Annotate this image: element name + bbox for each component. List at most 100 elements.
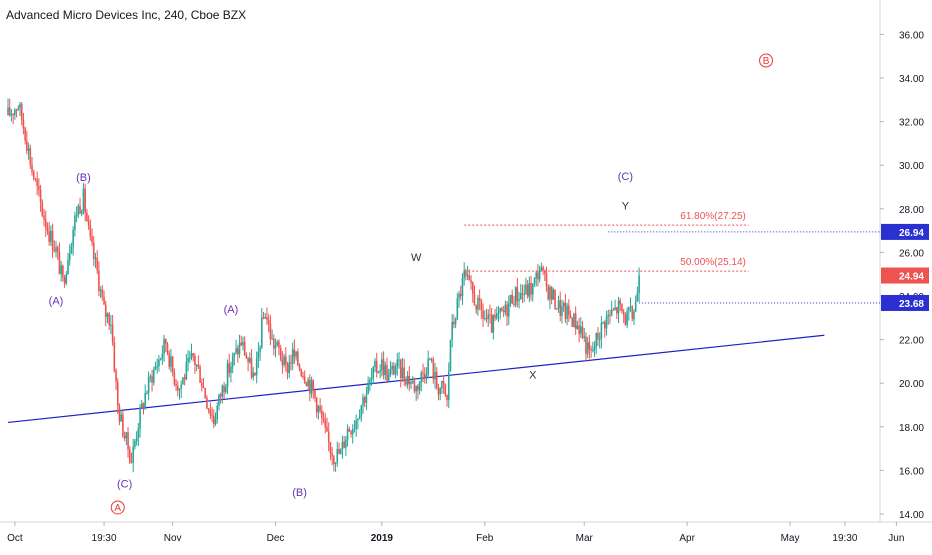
candle-body: [634, 301, 637, 312]
candle-body: [396, 359, 399, 367]
trendline-layer: [7, 334, 825, 424]
candle-body: [152, 369, 155, 383]
candle-body: [206, 397, 208, 409]
candle-body: [219, 394, 222, 397]
candle-body: [350, 431, 352, 435]
candle-body: [39, 189, 42, 203]
candle-body: [485, 318, 488, 320]
candle-body: [127, 432, 129, 450]
candle-body: [604, 322, 606, 329]
candle-body: [473, 293, 476, 306]
candle-body: [461, 278, 464, 297]
candle-body: [266, 317, 268, 320]
candle-body: [391, 365, 393, 370]
candle-body: [48, 231, 50, 242]
candle-body: [32, 171, 35, 179]
candle-body: [123, 436, 126, 439]
candle-body: [386, 365, 388, 381]
candle-body: [151, 376, 153, 383]
candle-body: [446, 395, 448, 401]
candle-body: [267, 319, 270, 324]
candle-body: [470, 280, 472, 283]
candle-body: [523, 293, 526, 295]
candle-body: [602, 322, 604, 324]
candle-body: [135, 437, 138, 442]
candle-body: [178, 388, 181, 391]
y-tick-label: 26.00: [899, 248, 924, 259]
candle-body: [226, 363, 229, 388]
candle-body: [495, 313, 498, 319]
candle-body: [595, 332, 598, 347]
candle-body: [122, 414, 124, 437]
wave-label-circle: [110, 500, 125, 515]
candle-body: [447, 371, 450, 401]
candle-body: [605, 316, 608, 329]
candle-body: [600, 322, 603, 339]
candle-body: [430, 359, 433, 361]
candle-body: [343, 441, 345, 448]
candle-body: [334, 462, 337, 465]
candle-body: [543, 270, 546, 274]
candle-body: [38, 186, 40, 190]
candle-body: [489, 314, 491, 316]
candle-body: [218, 394, 220, 406]
y-tick-label: 32.00: [899, 118, 924, 129]
candle-body: [192, 353, 195, 356]
candle-body: [86, 212, 88, 222]
candle-body: [394, 366, 397, 375]
candle-body: [255, 358, 258, 376]
candle-body: [245, 355, 248, 359]
candle-body: [110, 324, 112, 326]
price-level-badge: [881, 294, 929, 311]
candle-body: [410, 382, 412, 385]
candle-body: [561, 305, 563, 316]
candle-body: [96, 257, 98, 271]
candle-body: [571, 318, 574, 327]
wave-label: W: [411, 252, 422, 264]
candle-body: [369, 379, 371, 383]
candle-body: [387, 373, 390, 381]
candle-body: [149, 376, 152, 378]
candle-body: [483, 318, 486, 320]
candle-body: [211, 415, 213, 417]
candle-body: [314, 390, 316, 398]
candle-body: [365, 394, 368, 403]
price-level-badge-label: 26.94: [899, 228, 924, 239]
candle-body: [399, 359, 402, 378]
candle-body: [540, 267, 543, 271]
candle-body: [458, 293, 460, 299]
candle-body: [442, 381, 445, 385]
candle-body: [566, 305, 568, 319]
y-tick-label: 20.00: [899, 379, 924, 390]
candle-body: [132, 446, 134, 463]
candle-body: [278, 341, 280, 349]
candle-body: [19, 103, 21, 109]
x-tick-label: Feb: [476, 533, 494, 544]
candle-body: [159, 358, 162, 360]
candle-body: [128, 449, 131, 463]
candle-body: [237, 348, 239, 355]
candle-body: [362, 397, 364, 406]
candle-body: [12, 113, 14, 115]
candle-body: [574, 313, 577, 329]
candle-body: [140, 403, 143, 408]
y-tick-label: 28.00: [899, 205, 924, 216]
candle-body: [163, 338, 165, 354]
candle-body: [213, 416, 215, 425]
candle-body: [408, 375, 411, 385]
candle-body: [182, 377, 184, 385]
price-level-badge: [881, 223, 929, 240]
candle-body: [87, 221, 90, 226]
candle-body: [55, 247, 57, 252]
fib-level-label: 50.00%(25.14): [680, 257, 746, 268]
candle-body: [597, 332, 599, 340]
x-tick-label: Jun: [888, 533, 904, 544]
wave-labels: (B) (A) (C) A (A) (B) W X Y (C) B: [49, 53, 774, 515]
candle-body: [207, 408, 210, 410]
candle-body: [624, 314, 627, 325]
candle-body: [504, 304, 507, 313]
candle-body: [168, 353, 171, 367]
candle-body: [617, 300, 620, 314]
candle-body: [276, 341, 279, 346]
